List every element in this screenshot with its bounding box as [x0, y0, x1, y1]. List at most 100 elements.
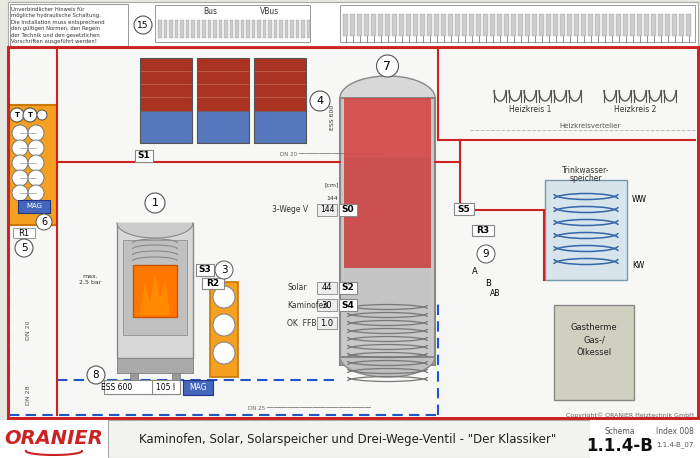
Bar — [183, 380, 213, 395]
Bar — [104, 380, 168, 394]
Bar — [186, 20, 189, 38]
Text: 5: 5 — [21, 243, 27, 253]
Bar — [257, 20, 260, 38]
Bar — [532, 14, 537, 36]
Bar — [357, 14, 362, 36]
Bar — [644, 14, 649, 36]
Bar — [202, 278, 224, 289]
Text: S1: S1 — [138, 152, 150, 160]
Bar — [545, 180, 627, 280]
Bar — [224, 20, 228, 38]
Bar — [251, 20, 255, 38]
Bar — [130, 373, 138, 385]
Text: R2: R2 — [206, 279, 220, 288]
Bar — [140, 58, 192, 113]
Bar — [476, 14, 481, 36]
Bar — [406, 14, 411, 36]
Bar — [483, 14, 488, 36]
Bar — [140, 58, 192, 143]
Bar — [392, 14, 397, 36]
Text: 30: 30 — [322, 300, 332, 310]
Text: 8: 8 — [92, 370, 99, 380]
Bar — [665, 14, 670, 36]
Bar — [472, 225, 494, 236]
Text: DN 25 ────────────────────────────────: DN 25 ──────────────────────────────── — [248, 405, 371, 410]
Bar — [637, 14, 642, 36]
Bar — [218, 20, 222, 38]
Bar — [262, 20, 266, 38]
Bar — [553, 14, 558, 36]
Text: S2: S2 — [342, 284, 354, 293]
Circle shape — [23, 108, 37, 122]
Text: Heizkreis 2: Heizkreis 2 — [614, 105, 656, 114]
Bar — [317, 204, 337, 216]
Bar — [546, 14, 551, 36]
Text: WW: WW — [632, 196, 647, 205]
Text: DN 20 ──────────────────────────: DN 20 ────────────────────────── — [280, 152, 384, 157]
Text: 1.1.4-B: 1.1.4-B — [587, 437, 653, 455]
Text: ORANIER: ORANIER — [5, 430, 104, 448]
Text: Heizkreis 1: Heizkreis 1 — [509, 105, 551, 114]
Text: MAG: MAG — [26, 203, 42, 209]
Circle shape — [213, 314, 235, 336]
Text: 1.0: 1.0 — [321, 318, 334, 327]
Bar — [658, 14, 663, 36]
Circle shape — [213, 342, 235, 364]
Bar — [339, 204, 357, 216]
Text: DN 20: DN 20 — [25, 320, 31, 340]
Bar — [197, 58, 249, 143]
Bar — [155, 5, 310, 42]
Circle shape — [213, 286, 235, 308]
Bar — [10, 4, 128, 46]
Circle shape — [28, 170, 44, 186]
Bar — [574, 14, 579, 36]
Bar — [441, 14, 446, 36]
Bar — [350, 14, 355, 36]
Bar — [241, 20, 244, 38]
Circle shape — [215, 261, 233, 279]
Bar — [235, 20, 239, 38]
Bar — [344, 98, 431, 268]
Text: 6: 6 — [41, 217, 47, 227]
Bar — [434, 14, 439, 36]
Bar — [420, 14, 425, 36]
Bar — [651, 14, 656, 36]
Bar — [158, 20, 162, 38]
Circle shape — [15, 239, 33, 257]
Bar — [343, 14, 348, 36]
Bar — [504, 14, 509, 36]
Circle shape — [10, 108, 24, 122]
Bar — [197, 20, 200, 38]
Bar — [210, 282, 238, 377]
Bar — [191, 20, 195, 38]
Bar — [595, 14, 600, 36]
Bar — [0, 420, 108, 458]
Circle shape — [87, 366, 105, 384]
Bar — [284, 20, 288, 38]
Bar — [672, 14, 677, 36]
Bar — [497, 14, 502, 36]
Bar — [344, 268, 431, 333]
Text: 105 l: 105 l — [156, 382, 176, 392]
Text: 9: 9 — [483, 249, 489, 259]
Text: 4: 4 — [316, 96, 323, 106]
Text: Schema: Schema — [605, 426, 636, 436]
Bar — [164, 20, 167, 38]
Bar — [317, 299, 337, 311]
Text: Copyright© ORANIER Heiztechnik GmbH: Copyright© ORANIER Heiztechnik GmbH — [566, 412, 694, 418]
Text: A: A — [472, 267, 478, 277]
Text: T: T — [15, 112, 20, 118]
Circle shape — [28, 125, 44, 141]
Text: DN 28: DN 28 — [25, 385, 31, 405]
Bar — [230, 20, 233, 38]
Bar — [301, 20, 304, 38]
Bar — [413, 14, 418, 36]
Bar — [623, 14, 628, 36]
Bar — [317, 317, 337, 329]
Bar — [13, 228, 35, 238]
Circle shape — [28, 140, 44, 156]
Text: ESS 600: ESS 600 — [330, 105, 335, 130]
Text: B: B — [485, 278, 491, 288]
Bar — [207, 20, 211, 38]
Text: 15: 15 — [137, 21, 148, 29]
